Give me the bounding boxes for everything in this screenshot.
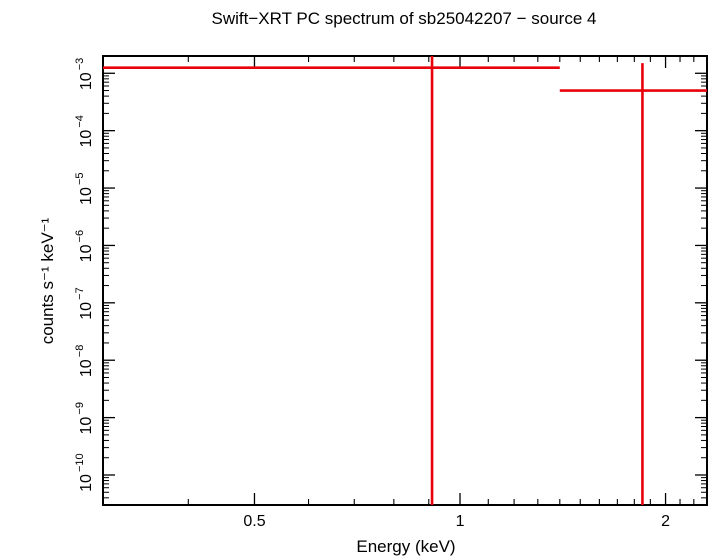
y-tick-label: 10−8	[74, 345, 95, 377]
data-series	[103, 56, 707, 505]
y-tick-base: 10	[78, 474, 95, 492]
x-axis-label: Energy (keV)	[356, 537, 455, 556]
y-axis-label: counts s⁻¹ keV⁻¹	[38, 217, 57, 344]
y-axis: 10−310−410−510−610−710−810−910−10	[74, 55, 707, 506]
y-tick-exponent: −7	[74, 287, 86, 300]
y-tick-base: 10	[78, 302, 95, 320]
y-tick-exponent: −9	[74, 402, 86, 415]
y-tick-label: 10−5	[74, 173, 95, 205]
y-tick-exponent: −8	[74, 345, 86, 358]
y-tick-label: 10−4	[74, 115, 95, 147]
y-tick-base: 10	[78, 187, 95, 205]
y-tick-base: 10	[78, 417, 95, 435]
x-tick-label: 1	[456, 513, 465, 530]
y-tick-base: 10	[78, 359, 95, 377]
y-tick-label: 10−7	[74, 287, 95, 319]
y-tick-label: 10−3	[74, 58, 95, 90]
x-axis: 0.5 1 2	[102, 56, 708, 530]
y-tick-exponent: −5	[74, 173, 86, 186]
y-tick-base: 10	[78, 244, 95, 262]
x-tick-label: 0.5	[243, 513, 265, 530]
plot-frame	[102, 55, 708, 506]
y-tick-label: 10−6	[74, 230, 95, 262]
y-tick-exponent: −3	[74, 58, 86, 71]
y-tick-base: 10	[78, 130, 95, 148]
chart-title: Swift−XRT PC spectrum of sb25042207 − so…	[212, 9, 597, 28]
y-tick-label: 10−9	[74, 402, 95, 434]
y-tick-exponent: −4	[74, 115, 86, 128]
y-tick-exponent: −10	[74, 453, 86, 472]
x-tick-label: 2	[661, 513, 670, 530]
y-tick-label: 10−10	[74, 453, 95, 492]
y-tick-exponent: −6	[74, 230, 86, 243]
y-tick-base: 10	[78, 72, 95, 90]
